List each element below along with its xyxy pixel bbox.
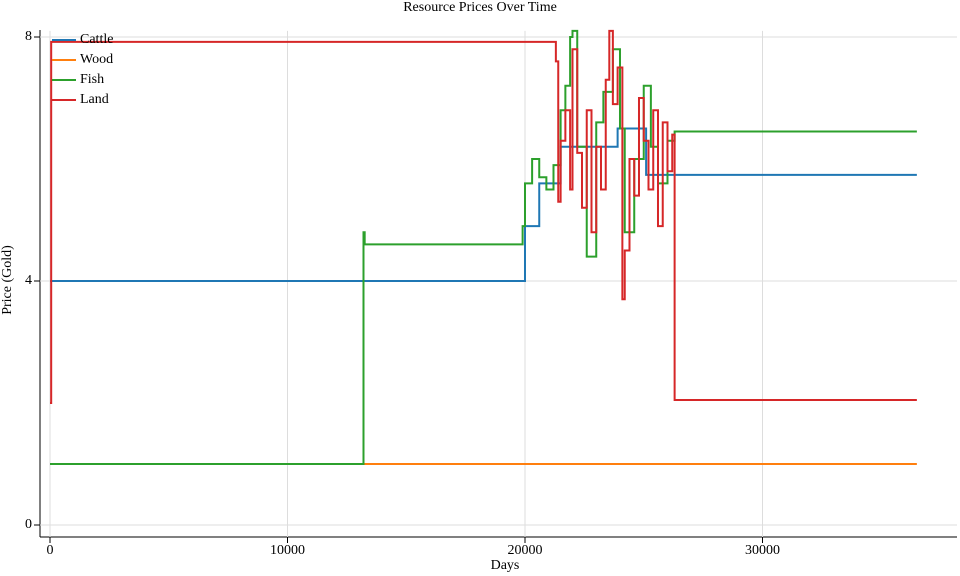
legend-label: Cattle: [80, 32, 113, 47]
y-tick-label: 8: [25, 29, 32, 44]
series-line: [50, 127, 917, 282]
x-tick-label: 0: [47, 543, 54, 558]
y-tick-label: 4: [25, 273, 32, 288]
y-tick-label: 0: [25, 517, 32, 532]
x-tick-label: 10000: [270, 543, 305, 558]
chart-title: Resource Prices Over Time: [403, 0, 557, 15]
x-tick-label: 30000: [745, 543, 780, 558]
legend-label: Wood: [80, 52, 113, 67]
legend-label: Land: [80, 92, 109, 107]
series-line: [50, 29, 917, 404]
x-tick-label: 20000: [507, 543, 542, 558]
legend-label: Fish: [80, 72, 104, 87]
x-axis-label: Days: [491, 558, 520, 573]
y-axis-label: Price (Gold): [0, 245, 15, 315]
